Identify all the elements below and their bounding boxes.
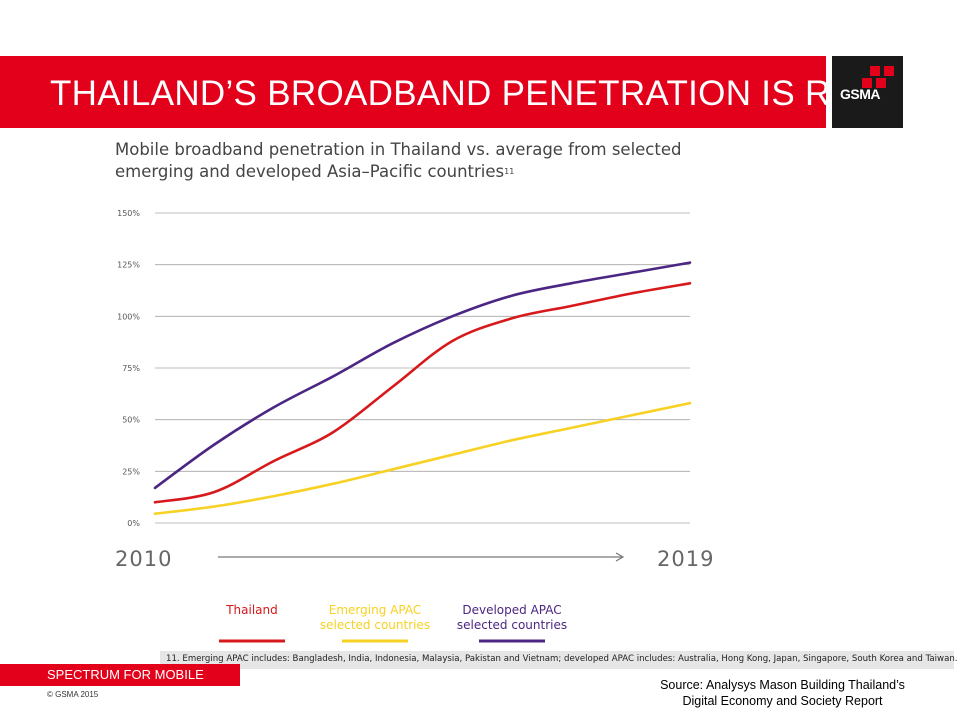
- legend-label: Emerging APAC: [329, 603, 421, 617]
- chart-title: Mobile broadband penetration in Thailand…: [115, 139, 755, 183]
- y-tick-label: 100%: [117, 312, 140, 321]
- y-tick-label: 150%: [117, 209, 140, 218]
- y-tick-label: 25%: [122, 467, 140, 476]
- logo-square: [884, 66, 894, 76]
- footnote-text: 11. Emerging APAC includes: Bangladesh, …: [166, 654, 958, 664]
- x-axis-start-label: 2010: [115, 547, 172, 571]
- logo-text: GSMA: [840, 86, 881, 102]
- line-chart: 0% 25% 50% 75% 100% 125% 150% 2010 2019 Thailand E…: [115, 209, 714, 643]
- logo-square: [862, 78, 872, 88]
- y-tick-label: 125%: [117, 261, 140, 270]
- legend-label: selected countries: [457, 618, 567, 632]
- slide-title: THAILAND’S BROADBAND PENETRATION IS RIS: [50, 74, 826, 113]
- copyright-text: © GSMA 2015: [47, 690, 99, 699]
- x-axis-end-label: 2019: [657, 547, 714, 571]
- chart-title-footnote-ref: 11: [504, 167, 515, 176]
- footer-label: SPECTRUM FOR MOBILE: [47, 667, 204, 682]
- legend-label: Developed APAC: [462, 603, 561, 617]
- source-line2: Digital Economy and Society Report: [682, 694, 883, 708]
- y-tick-label: 75%: [122, 364, 140, 373]
- gsma-logo: GSMA: [832, 56, 903, 128]
- chart-title-line2-text: emerging and developed Asia–Pacific coun…: [115, 162, 505, 181]
- legend-label: Thailand: [225, 603, 278, 617]
- footer-bar: SPECTRUM FOR MOBILE: [0, 664, 240, 686]
- series-line-developed-apac-selected-countries: [153, 261, 692, 490]
- logo-square: [876, 78, 886, 88]
- title-bar: THAILAND’S BROADBAND PENETRATION IS RIS: [0, 56, 826, 128]
- logo-square: [870, 66, 880, 76]
- footnote-bar: 11. Emerging APAC includes: Bangladesh, …: [160, 651, 958, 669]
- series-line-thailand: [153, 282, 692, 504]
- y-tick-label: 0%: [127, 519, 140, 528]
- source-note: Source: Analysys Mason Building Thailand…: [605, 677, 960, 709]
- series-line-emerging-apac-selected-countries: [153, 401, 692, 515]
- y-tick-label: 50%: [122, 416, 140, 425]
- chart-title-line1: Mobile broadband penetration in Thailand…: [115, 140, 682, 159]
- x-axis-arrow-head: [615, 552, 625, 562]
- source-line1: Source: Analysys Mason Building Thailand…: [660, 678, 905, 692]
- chart-title-line2: emerging and developed Asia–Pacific coun…: [115, 161, 755, 183]
- legend-label: selected countries: [320, 618, 430, 632]
